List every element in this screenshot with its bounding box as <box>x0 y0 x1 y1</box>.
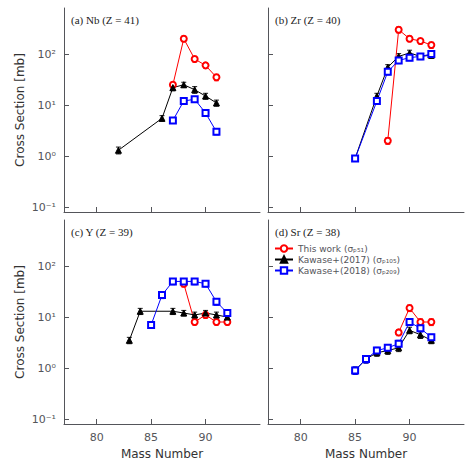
svg-text:10⁻¹: 10⁻¹ <box>32 201 56 214</box>
svg-text:(a) Nb (Z = 41): (a) Nb (Z = 41) <box>71 14 139 27</box>
svg-text:Cross Section [mb]: Cross Section [mb] <box>13 53 27 167</box>
svg-text:Cross Section [mb]: Cross Section [mb] <box>13 265 27 379</box>
svg-text:(d) Sr (Z = 38): (d) Sr (Z = 38) <box>275 226 340 239</box>
svg-text:85: 85 <box>348 431 362 444</box>
svg-text:Kawase+(2018) (σₚ₂₀₉): Kawase+(2018) (σₚ₂₀₉) <box>298 266 400 276</box>
svg-text:80: 80 <box>90 431 104 444</box>
svg-text:Mass Number: Mass Number <box>121 447 203 461</box>
svg-text:90: 90 <box>199 431 213 444</box>
svg-text:(c) Y (Z = 39): (c) Y (Z = 39) <box>71 226 133 239</box>
svg-text:10⁰: 10⁰ <box>38 362 57 375</box>
svg-text:(b) Zr (Z = 40): (b) Zr (Z = 40) <box>275 14 341 27</box>
svg-text:10⁰: 10⁰ <box>38 150 57 163</box>
svg-text:10¹: 10¹ <box>38 99 56 112</box>
svg-text:Kawase+(2017) (σₚ₁₀₅): Kawase+(2017) (σₚ₁₀₅) <box>298 255 400 265</box>
svg-text:10²: 10² <box>38 260 56 273</box>
svg-text:Mass Number: Mass Number <box>325 447 407 461</box>
svg-text:85: 85 <box>144 431 158 444</box>
svg-text:This work (σₚ₅₁): This work (σₚ₅₁) <box>297 244 368 254</box>
svg-text:10¹: 10¹ <box>38 311 56 324</box>
svg-text:10²: 10² <box>38 48 56 61</box>
svg-text:80: 80 <box>294 431 308 444</box>
svg-text:10⁻¹: 10⁻¹ <box>32 413 56 426</box>
svg-text:90: 90 <box>403 431 417 444</box>
